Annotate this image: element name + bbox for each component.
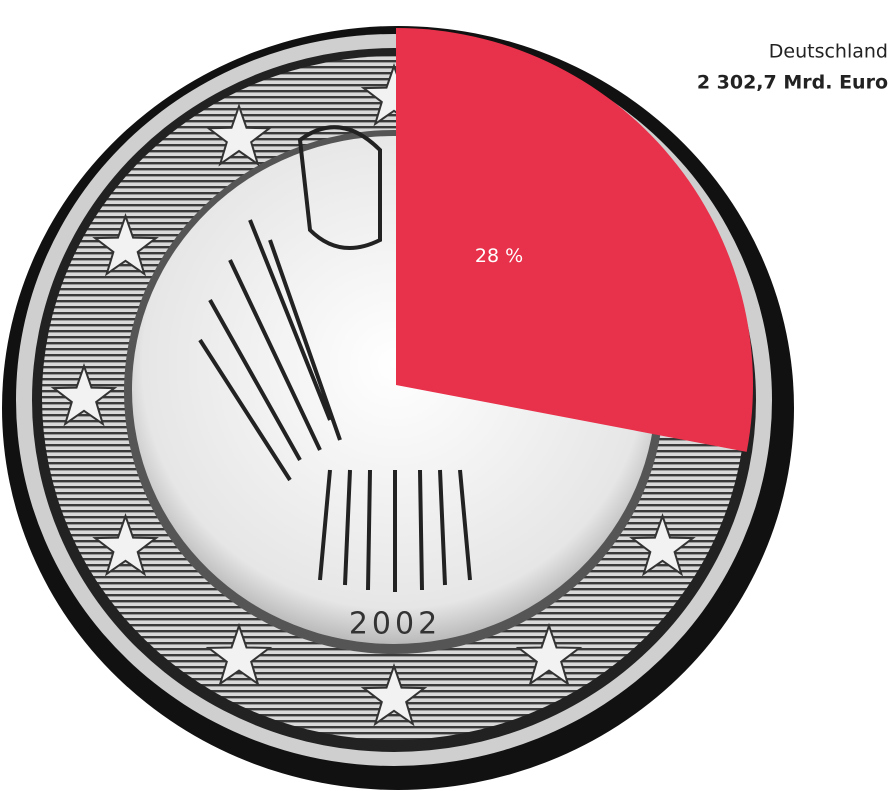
value-label: 28 % [475,245,523,267]
chart-subtitle: 2 302,7 Mrd. Euro [697,72,888,94]
chart-title: Deutschland [769,41,888,63]
chart: 2002 28 % Deutschland 2 302,7 Mrd. Euro [0,0,896,791]
coin-year: 2002 [349,607,441,642]
